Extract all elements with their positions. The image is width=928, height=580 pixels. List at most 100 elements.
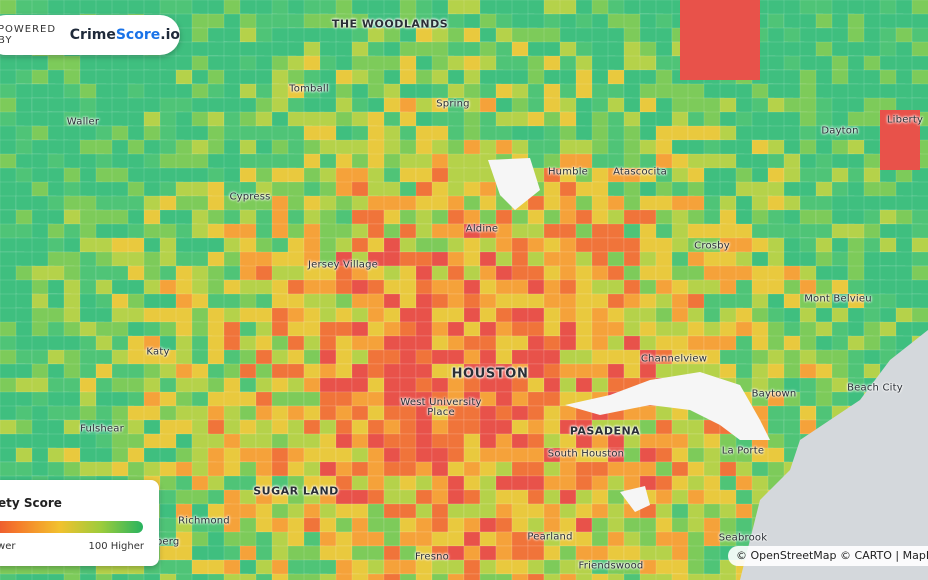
map-cell	[575, 209, 593, 225]
map-cell	[415, 293, 433, 309]
map-cell	[431, 531, 449, 547]
map-cell	[335, 461, 353, 477]
map-cell	[463, 531, 481, 547]
map-cell	[463, 517, 481, 533]
map-cell	[399, 447, 417, 463]
map-cell	[575, 237, 593, 253]
map-cell	[255, 335, 273, 351]
map-cell	[591, 237, 609, 253]
map-cell	[591, 461, 609, 477]
map-cell	[95, 153, 114, 171]
place-label: Channelview	[640, 353, 708, 365]
map-cell	[303, 391, 321, 407]
map-cell	[607, 349, 625, 365]
map-cell	[31, 461, 50, 477]
map-cell	[495, 349, 513, 365]
map-cell	[383, 573, 402, 580]
place-label: Jersey Village	[307, 259, 379, 271]
map-cell	[175, 573, 201, 580]
place-label: Waller	[66, 116, 100, 128]
map-cell	[447, 489, 465, 505]
map-cell	[447, 419, 465, 435]
map-cell	[463, 321, 481, 337]
map-cell	[367, 503, 385, 519]
map-cell	[655, 237, 674, 255]
map-cell	[527, 209, 545, 225]
map-cell	[31, 55, 49, 72]
map-cell	[543, 349, 561, 365]
map-cell	[143, 111, 163, 129]
map-cell	[543, 209, 561, 225]
map-cell	[911, 279, 928, 296]
map-cell	[255, 321, 273, 337]
map-cell	[367, 307, 385, 323]
map-cell	[303, 307, 321, 323]
map-cell	[511, 433, 529, 449]
map-cell	[607, 55, 626, 73]
map-cell	[431, 209, 449, 225]
map-cell	[463, 307, 481, 323]
branding-badge[interactable]: POWERED BY CrimeScore.io	[0, 15, 180, 55]
map-cell	[415, 433, 433, 449]
map-cell	[655, 489, 673, 505]
map-cell	[783, 13, 803, 31]
map-cell	[527, 573, 545, 580]
map-cell	[847, 69, 866, 87]
legend-gradient	[0, 521, 143, 533]
map-cell	[479, 237, 497, 253]
map-cell	[287, 405, 305, 421]
map-cell	[895, 265, 914, 282]
map-cell	[559, 251, 577, 267]
map-cell	[431, 475, 449, 491]
map-cell	[399, 307, 417, 323]
brand-part: Score	[115, 27, 161, 43]
map-cell	[591, 279, 609, 295]
attribution[interactable]: © OpenStreetMap © CARTO | MapLibre	[728, 546, 928, 566]
map-cell	[271, 447, 289, 463]
map-cell	[559, 363, 577, 379]
map-cell	[447, 223, 465, 239]
place-label: West University Place	[400, 397, 482, 418]
map-cell	[671, 433, 689, 449]
map-cell	[463, 447, 481, 463]
map-cell	[383, 223, 401, 239]
map-cell	[463, 573, 481, 580]
map-cell	[351, 349, 369, 365]
map-cell	[239, 573, 266, 580]
map-cell	[463, 433, 481, 449]
map-cell	[271, 461, 289, 477]
map-cell	[415, 531, 433, 547]
map-cell	[639, 307, 657, 323]
map-cell	[639, 279, 657, 295]
place-label: Baytown	[751, 388, 797, 400]
place-label: Richmond	[178, 515, 230, 527]
map-cell	[399, 573, 421, 580]
map-cell	[463, 419, 481, 435]
map-cell	[335, 503, 353, 519]
map-cell	[623, 517, 641, 533]
map-cell	[367, 447, 385, 463]
map-cell	[447, 503, 465, 519]
map-cell	[607, 363, 625, 379]
map-cell	[447, 447, 465, 463]
map-cell	[319, 307, 337, 323]
map-cell	[367, 153, 387, 170]
map-cell	[303, 447, 321, 463]
map-cell	[543, 265, 561, 281]
map-cell	[447, 461, 465, 477]
map-cell	[303, 419, 321, 435]
map-cell	[399, 363, 417, 379]
map-cell	[383, 349, 401, 365]
map-cell	[559, 475, 577, 491]
place-label: Crosby	[694, 240, 730, 252]
map-cell	[527, 195, 545, 211]
map-cell	[415, 335, 433, 351]
map-cell	[399, 489, 417, 505]
map-cell	[639, 405, 657, 421]
map-cell	[447, 251, 465, 267]
map-cell	[623, 335, 641, 351]
map-cell	[271, 279, 289, 295]
map-cell	[623, 363, 641, 379]
map-cell	[495, 125, 514, 142]
map-cell	[15, 349, 33, 365]
